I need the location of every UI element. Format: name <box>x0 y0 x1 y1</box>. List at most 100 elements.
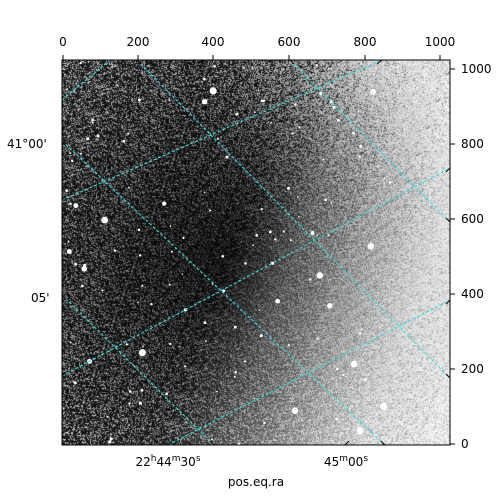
star <box>138 254 142 257</box>
star <box>80 152 82 155</box>
star <box>181 273 184 275</box>
ra-label: 45m00s <box>323 454 369 469</box>
top-tick-label: 800 <box>353 35 377 49</box>
star <box>169 225 172 227</box>
top-tick-label: 200 <box>126 35 150 49</box>
star <box>69 341 72 344</box>
tick-mark <box>209 440 215 446</box>
star <box>101 289 104 292</box>
star <box>91 118 94 121</box>
star <box>316 234 318 236</box>
star <box>137 301 139 304</box>
star <box>66 88 69 91</box>
star <box>140 389 144 392</box>
star <box>298 126 301 129</box>
star <box>203 77 206 81</box>
tick-mark <box>344 440 350 446</box>
star <box>324 198 328 202</box>
star <box>122 139 126 143</box>
star <box>141 284 144 287</box>
star <box>213 65 216 68</box>
star <box>309 278 312 281</box>
star <box>301 419 303 422</box>
x-axis-label: pos.eq.ra <box>227 475 285 489</box>
star <box>363 378 367 382</box>
star <box>142 345 144 348</box>
star <box>86 137 90 141</box>
star <box>335 391 338 394</box>
star <box>216 390 218 393</box>
star <box>259 334 263 338</box>
star <box>216 137 219 140</box>
star <box>106 415 109 418</box>
sky-image <box>62 60 450 445</box>
star <box>356 427 364 435</box>
star <box>96 134 100 138</box>
star <box>350 360 358 368</box>
star <box>291 407 299 415</box>
star <box>168 283 171 286</box>
star <box>287 186 290 190</box>
tick-mark <box>445 299 451 305</box>
star <box>377 165 379 168</box>
star <box>253 111 256 113</box>
star <box>342 373 345 377</box>
star <box>168 99 171 102</box>
star <box>360 328 363 331</box>
top-tick-label: 1000 <box>424 35 456 49</box>
star <box>316 272 324 279</box>
star <box>203 191 206 194</box>
grid-line <box>62 140 386 445</box>
tick-mark <box>136 59 142 65</box>
star <box>359 144 363 148</box>
grid-line <box>136 60 450 379</box>
star <box>274 238 277 241</box>
star <box>379 402 387 410</box>
star <box>260 99 264 103</box>
dec-label: 41°00' <box>7 137 47 151</box>
star <box>67 240 70 243</box>
star <box>370 88 376 95</box>
top-tick-label: 400 <box>201 35 225 49</box>
star <box>260 208 263 211</box>
star <box>291 132 294 135</box>
right-tick-label: 1000 <box>461 62 492 76</box>
star <box>335 417 338 421</box>
tick-mark <box>445 217 451 223</box>
star <box>289 239 292 242</box>
star <box>65 189 68 192</box>
star <box>233 325 237 329</box>
star <box>262 99 265 103</box>
tick-mark <box>61 140 67 147</box>
star <box>137 98 141 102</box>
star <box>315 64 318 67</box>
tick-mark <box>61 371 67 377</box>
star <box>201 99 208 105</box>
star <box>71 159 74 163</box>
star <box>113 249 117 252</box>
star <box>203 321 207 324</box>
tick-mark <box>445 373 451 379</box>
right-tick-label: 200 <box>461 362 484 376</box>
star <box>83 263 87 268</box>
tick-mark <box>445 167 451 173</box>
star <box>327 303 333 309</box>
star <box>108 440 112 444</box>
star <box>358 155 361 158</box>
bright-edge-overlay <box>62 60 450 445</box>
star <box>258 309 261 311</box>
star <box>322 158 325 161</box>
star <box>233 375 236 378</box>
star <box>178 345 180 348</box>
star <box>316 337 319 340</box>
star <box>74 262 78 266</box>
star <box>182 236 185 240</box>
star <box>237 442 241 445</box>
star <box>263 421 266 425</box>
right-tick-label: 600 <box>461 212 484 226</box>
star <box>79 61 82 65</box>
tick-mark <box>167 440 173 446</box>
star <box>352 131 356 135</box>
star-field <box>62 61 392 445</box>
